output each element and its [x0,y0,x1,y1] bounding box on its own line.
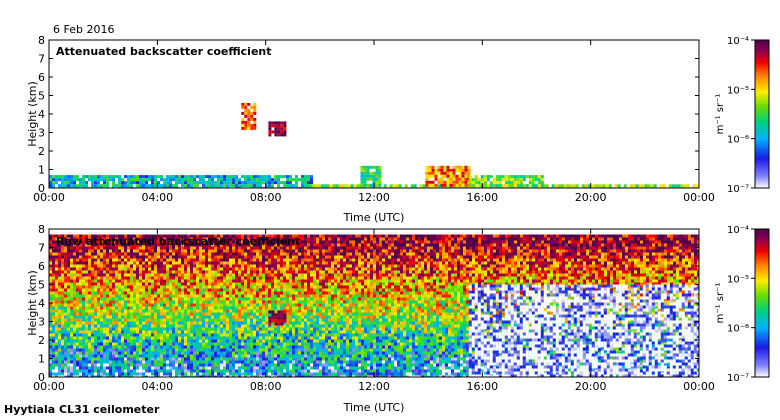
x-tick-label: 08:00 [250,380,282,393]
x-tick-label: 00:00 [33,191,65,204]
y-tick-label: 7 [38,242,45,255]
y-tick-label: 5 [38,279,45,292]
x-tick-label: 04:00 [141,191,173,204]
colorbar-tick-label: 10⁻⁶ [727,135,749,146]
x-tick-label: 00:00 [683,380,715,393]
x-tick-label: 00:00 [683,191,715,204]
colorbar-tick-label: 10⁻⁷ [727,184,749,195]
x-tick-label: 04:00 [141,380,173,393]
y-axis-label: Height (km) [26,81,39,147]
heatmap-feature [468,284,699,377]
y-tick-label: 7 [38,53,45,66]
y-tick-label: 5 [38,90,45,103]
colorbar: 10⁻⁷ 10⁻⁶ 10⁻⁵ 10⁻⁴ m⁻¹ sr⁻¹ [715,36,770,195]
colorbar-tick-label: 10⁻⁷ [727,373,749,384]
y-axis-ticks: 0 1 2 3 4 5 6 7 8 [38,223,699,384]
x-tick-label: 12:00 [358,380,390,393]
colorbar-scale [754,39,770,189]
heatmap-feature [268,310,287,326]
footer-label: Hyytiala CL31 ceilometer [4,403,160,416]
y-tick-label: 0 [38,182,45,195]
colorbar-tick-label: 10⁻⁵ [727,274,749,285]
x-axis-label: Time (UTC) [343,211,405,224]
y-tick-label: 2 [38,334,45,347]
y-tick-label: 6 [38,71,45,84]
colorbar-ticks: 10⁻⁷ 10⁻⁶ 10⁻⁵ 10⁻⁴ [727,225,755,384]
x-tick-label: 08:00 [250,191,282,204]
y-tick-label: 6 [38,260,45,273]
x-tick-label: 20:00 [575,380,607,393]
colorbar-label: m⁻¹ sr⁻¹ [715,94,726,135]
heatmap-feature [468,175,544,188]
colorbar-label: m⁻¹ sr⁻¹ [715,283,726,324]
heatmap-feature [425,165,471,187]
colorbar-tick-label: 10⁻⁵ [727,85,749,96]
y-axis-ticks: 0 1 2 3 4 5 6 7 8 [38,34,699,195]
y-tick-label: 4 [38,108,45,121]
y-tick-label: 4 [38,297,45,310]
x-tick-label: 20:00 [575,191,607,204]
y-tick-label: 8 [38,223,45,236]
date-label: 6 Feb 2016 [53,23,114,36]
x-tick-label: 16:00 [466,380,498,393]
y-tick-label: 3 [38,127,45,140]
heatmap-data [49,234,699,377]
y-tick-label: 0 [38,371,45,384]
x-axis-label: Time (UTC) [343,401,405,414]
x-axis-ticks: 00:00 04:00 08:00 12:00 16:00 20:00 00:00 [33,40,715,204]
colorbar-tick-label: 10⁻⁴ [727,225,749,236]
colorbar-ticks: 10⁻⁷ 10⁻⁶ 10⁻⁵ 10⁻⁴ [727,36,755,195]
colorbar-tick-label: 10⁻⁴ [727,36,749,47]
x-axis-ticks: 00:00 04:00 08:00 12:00 16:00 20:00 00:00 [33,229,715,393]
colorbar-scale [754,228,770,378]
raw-attenuated-backscatter-panel: 0 1 2 3 4 5 6 7 8 00:00 04:00 08:00 12:00 16:00 20:00… [26,223,770,414]
y-tick-label: 3 [38,316,45,329]
heatmap-feature [241,102,257,130]
y-tick-label: 1 [38,353,45,366]
colorbar-tick-label: 10⁻⁶ [727,324,749,335]
y-axis-label: Height (km) [26,270,39,336]
x-tick-label: 00:00 [33,380,65,393]
y-tick-label: 1 [38,164,45,177]
heatmap-feature [268,121,287,137]
panel-title: Raw attenuated backscatter coefficient [56,235,300,248]
x-tick-label: 12:00 [358,191,390,204]
y-tick-label: 8 [38,34,45,47]
colorbar: 10⁻⁷ 10⁻⁶ 10⁻⁵ 10⁻⁴ m⁻¹ sr⁻¹ [715,225,770,384]
attenuated-backscatter-panel: 0 1 2 3 4 5 6 7 8 00:00 04:00 08:00 12:00 16:00 20:00… [26,34,770,224]
panel-title: Attenuated backscatter coefficient [56,45,272,58]
x-tick-label: 16:00 [466,191,498,204]
y-tick-label: 2 [38,145,45,158]
